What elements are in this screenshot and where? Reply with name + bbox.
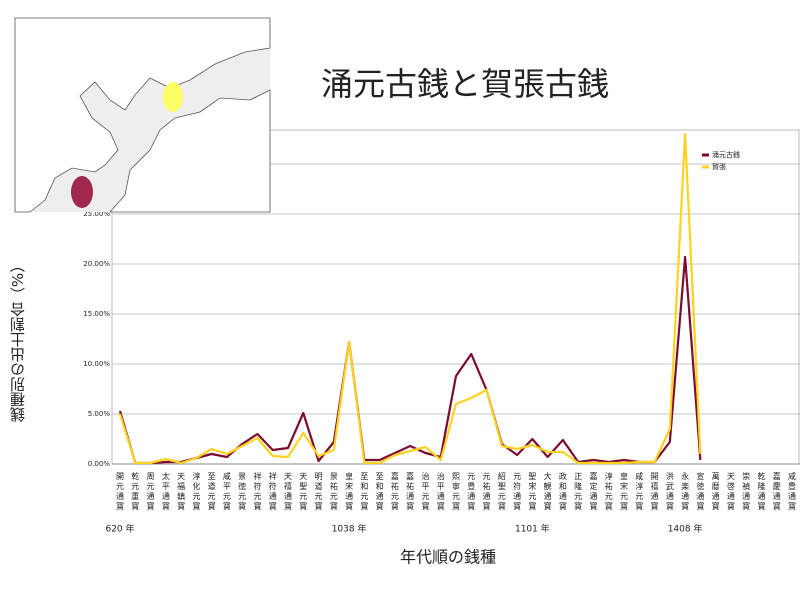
- x-tick-label: 治平元寶: [421, 471, 430, 512]
- x-tick-label: 天聖元寶: [299, 472, 308, 512]
- x-tick-label: 聖宋元寶: [528, 472, 537, 512]
- map-marker: [163, 82, 183, 112]
- x-tick-label: 政和通寶: [558, 471, 567, 512]
- x-tick-label: 崇禎通寶: [742, 472, 751, 512]
- x-tick-label: 大観通寶: [543, 471, 552, 512]
- x-tick-label: 淳化元寶: [192, 471, 201, 512]
- x-tick-label: 淳祐元寶: [604, 471, 613, 512]
- year-label: 1408 年: [668, 523, 703, 535]
- x-tick-label: 熙寧元寶: [452, 472, 461, 512]
- x-tick-label: 明道元寶: [314, 472, 323, 512]
- x-tick-label: 祥符通寶: [268, 471, 277, 512]
- x-tick-label: 嘉慶通寶: [772, 471, 781, 512]
- x-tick-label: 咸淳元寶: [635, 471, 644, 512]
- series-line: [118, 255, 702, 465]
- series-line: [118, 132, 702, 465]
- x-tick-label: 乾元重寶: [131, 471, 140, 512]
- x-tick-label: 景徳元寶: [238, 472, 247, 512]
- x-tick-label: 至道元寶: [207, 472, 216, 512]
- y-tick-label: 15.00%: [83, 310, 110, 318]
- year-label: 1038 年: [332, 523, 367, 535]
- map-marker: [71, 176, 93, 208]
- legend-label: 涌元古銭: [712, 150, 740, 159]
- y-tick-label: 10.00%: [83, 360, 110, 368]
- x-tick-label: 嘉祐通寶: [406, 471, 415, 512]
- year-label: 620 年: [105, 523, 134, 535]
- x-tick-label: 嘉祐元寶: [390, 471, 399, 512]
- x-tick-label: 周元通寶: [146, 472, 155, 512]
- year-label: 1101 年: [515, 523, 550, 535]
- x-tick-label: 咸平元寶: [222, 471, 231, 512]
- x-tick-label: 萬暦通寶: [711, 471, 720, 512]
- x-tick-label: 皇宋元寶: [620, 471, 629, 512]
- x-tick-label: 天啓通寶: [726, 472, 735, 512]
- x-axis-label: 年代順の銭種: [400, 548, 496, 567]
- x-tick-label: 永楽通寶: [681, 471, 690, 512]
- x-tick-label: 天福鎮寶: [177, 472, 186, 512]
- x-tick-label: 元祐通寶: [482, 472, 491, 512]
- map-land: [109, 89, 271, 213]
- x-tick-label: 紹聖元寶: [497, 471, 506, 512]
- x-tick-label: 乾隆通寶: [757, 471, 766, 512]
- x-tick-label: 洪武通寶: [665, 471, 674, 512]
- x-tick-label: 祥符元寶: [253, 471, 262, 512]
- x-tick-label: 開元通寶: [116, 472, 125, 512]
- x-tick-label: 元符通寶: [513, 472, 522, 512]
- x-tick-label: 咸豊通寶: [788, 471, 797, 512]
- y-axis-label: 銭種別の出土割合（%）: [9, 258, 27, 422]
- y-tick-label: 5.00%: [88, 410, 111, 418]
- x-tick-label: 正隆元寶: [574, 472, 583, 512]
- y-tick-label: 20.00%: [83, 260, 110, 268]
- x-tick-label: 嘉定通寶: [589, 471, 598, 512]
- x-tick-label: 至和通寶: [375, 472, 384, 512]
- plot-area: 0.00%5.00%10.00%15.00%20.00%25.00%30.00%…: [83, 129, 800, 535]
- x-tick-label: 開禧通寶: [650, 472, 659, 512]
- x-tick-label: 宣徳通寶: [696, 471, 705, 512]
- x-tick-label: 至和元寶: [360, 472, 369, 512]
- x-tick-label: 治平通寶: [436, 471, 445, 512]
- chart-title: 涌元古銭と賀張古銭: [321, 65, 609, 103]
- y-tick-label: 0.00%: [88, 460, 111, 468]
- x-tick-label: 天禧通寶: [284, 472, 293, 512]
- x-tick-label: 元豊通寶: [467, 472, 476, 512]
- y-tick-label: 25.00%: [83, 210, 110, 218]
- legend-label: 賀張: [712, 162, 726, 171]
- map-inset: [14, 17, 271, 213]
- x-tick-label: 皇宋通寶: [345, 471, 354, 512]
- map-land: [14, 17, 271, 213]
- x-tick-label: 景祐元寶: [329, 472, 338, 512]
- x-tick-label: 太平通寶: [161, 471, 170, 512]
